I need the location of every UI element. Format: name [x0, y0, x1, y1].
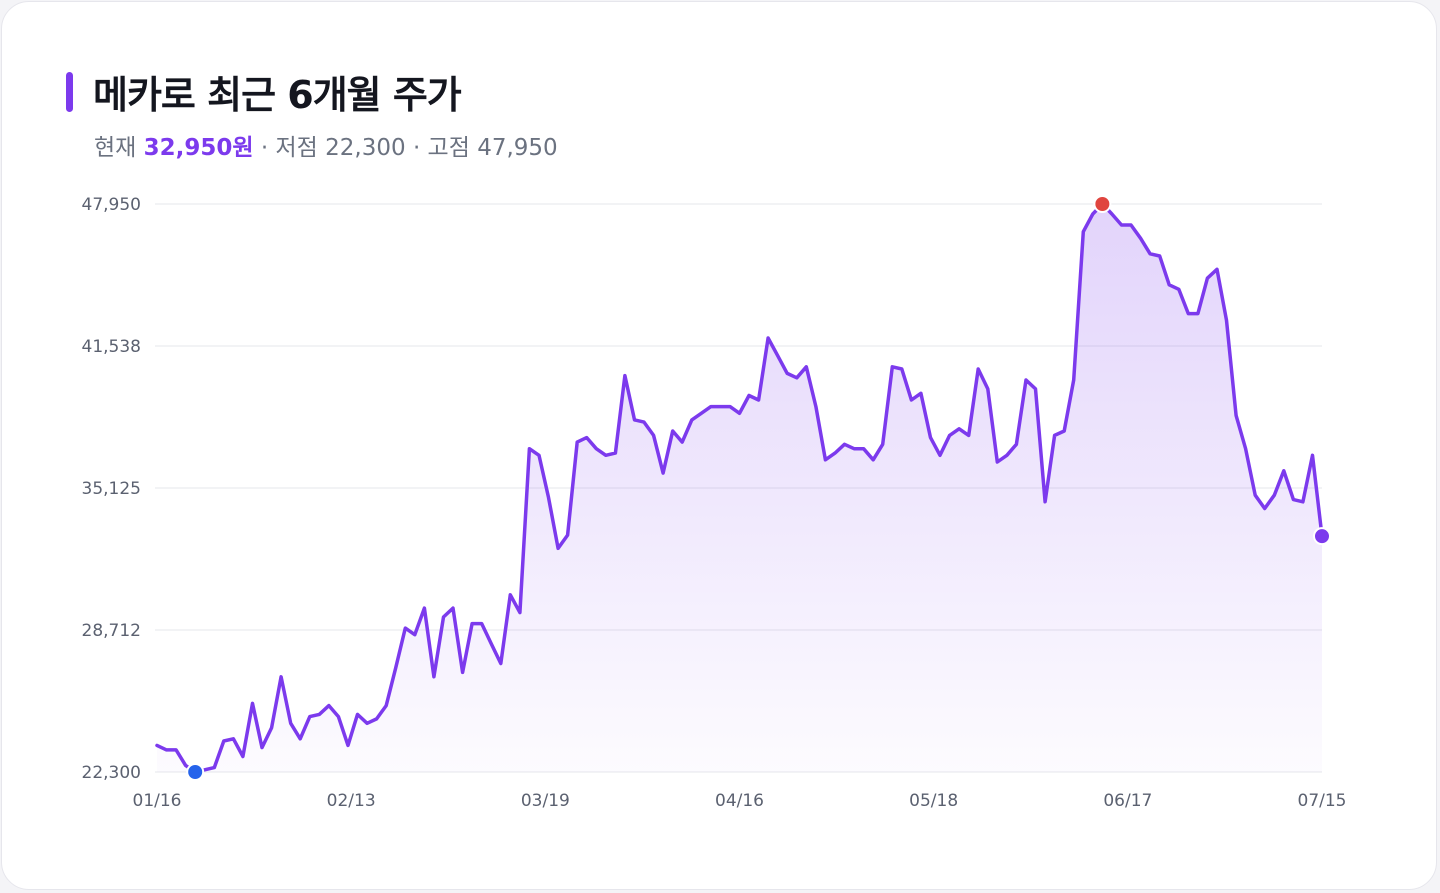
y-tick-label: 28,712 [82, 621, 141, 641]
y-tick-label: 35,125 [82, 479, 141, 499]
y-axis-ticks: 22,300 28,712 35,125 41,538 47,950 [82, 195, 141, 783]
price-summary: 현재 32,950원 · 저점 22,300 · 고점 47,950 [94, 128, 558, 162]
point-markers [186, 195, 1331, 781]
low-price: 22,300 [325, 135, 406, 161]
low-label: · 저점 [260, 135, 318, 161]
high-label: · 고점 [412, 135, 470, 161]
x-axis-ticks: 01/16 02/13 03/19 04/16 05/18 06/17 07/15 [133, 791, 1347, 811]
x-tick-label: 04/16 [715, 791, 764, 811]
y-tick-label: 41,538 [82, 337, 141, 357]
y-tick-label: 22,300 [82, 763, 141, 783]
current-point-marker [1313, 527, 1331, 546]
x-tick-label: 06/17 [1103, 791, 1152, 811]
x-tick-label: 01/16 [133, 791, 182, 811]
low-point-marker [186, 763, 205, 781]
high-point-marker [1093, 195, 1112, 213]
y-tick-label: 47,950 [82, 195, 141, 215]
price-area-fill [157, 204, 1322, 772]
current-label: 현재 [94, 135, 137, 161]
title-row: 메카로 최근 6개월 주가 [66, 64, 462, 119]
price-series-line [155, 202, 1324, 774]
x-tick-label: 07/15 [1298, 791, 1347, 811]
x-tick-label: 02/13 [327, 791, 376, 811]
high-price: 47,950 [477, 135, 558, 161]
x-tick-label: 03/19 [521, 791, 570, 811]
x-tick-label: 05/18 [909, 791, 958, 811]
title-accent-bar [66, 71, 73, 112]
current-price: 32,950원 [143, 135, 254, 161]
chart-title: 메카로 최근 6개월 주가 [93, 73, 462, 117]
